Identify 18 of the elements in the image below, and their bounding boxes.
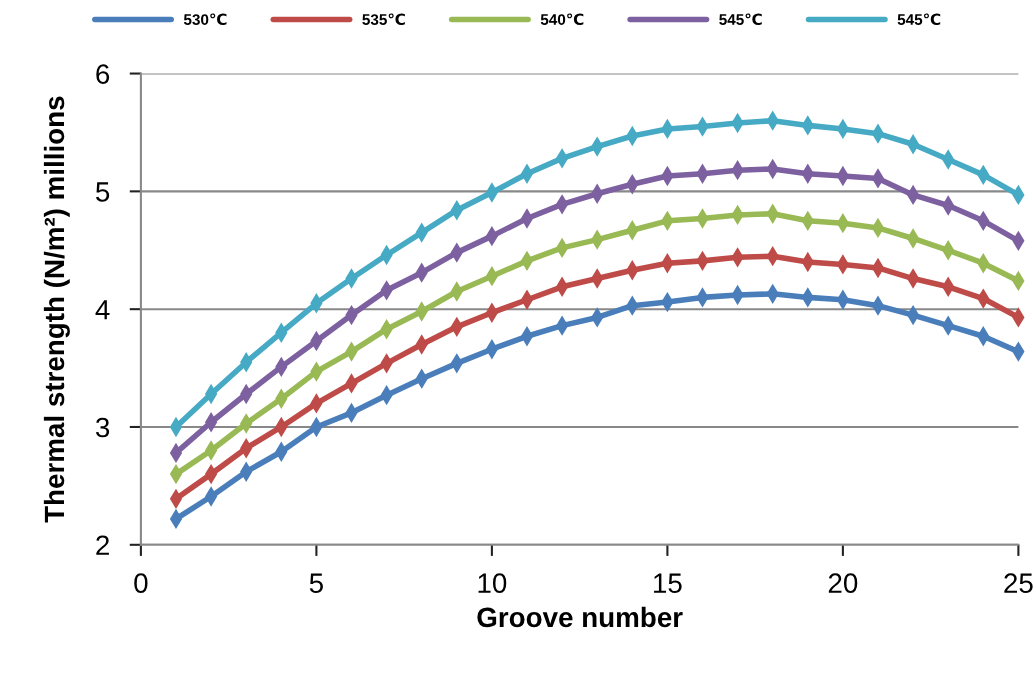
x-tick-label: 0 xyxy=(134,573,148,593)
y-tick-label: 5 xyxy=(96,182,110,202)
x-axis-title: Groove number xyxy=(477,606,683,628)
x-tick-label: 15 xyxy=(654,573,682,593)
legend-label: 530℃ xyxy=(183,13,227,26)
legend-label: 535℃ xyxy=(362,13,405,26)
x-tick-label: 10 xyxy=(478,573,507,593)
x-tick-label: 5 xyxy=(309,573,323,593)
y-tick-label: 4 xyxy=(95,300,110,320)
legend-label: 545℃ xyxy=(719,13,762,26)
x-tick-label: 20 xyxy=(828,573,858,593)
y-axis-title: Thermal strength (N/m²) millions xyxy=(43,96,70,523)
x-tick-label: 25 xyxy=(1004,573,1033,593)
legend-label: 540℃ xyxy=(540,13,584,26)
y-tick-label: 3 xyxy=(95,417,110,438)
y-tick-label: 2 xyxy=(96,535,109,555)
y-tick-label: 6 xyxy=(96,64,110,84)
legend-label: 545℃ xyxy=(897,13,941,26)
